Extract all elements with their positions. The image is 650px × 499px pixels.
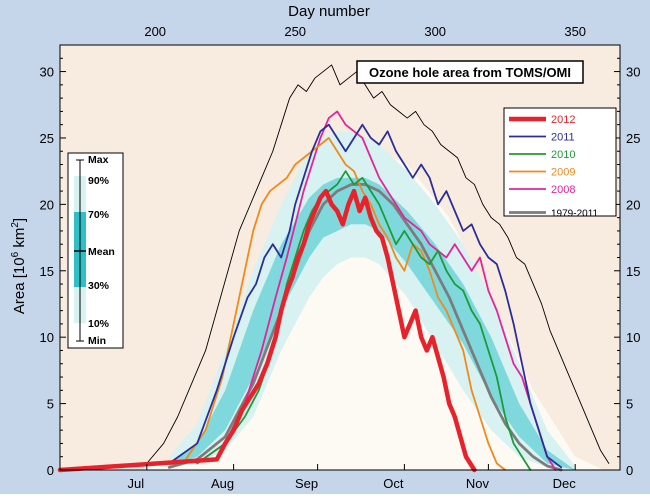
month-tick-label: Dec	[553, 476, 577, 491]
series-line-2012	[57, 188, 477, 473]
y-tick-label-left: 25	[40, 131, 54, 146]
month-tick-label: Sep	[295, 476, 318, 491]
y-tick-label-left: 15	[40, 264, 54, 279]
y-tick-label-left: 0	[47, 463, 54, 478]
y-tick-label-left: 30	[40, 65, 54, 80]
series-line-2008	[196, 110, 557, 471]
y-axis-right-ticks: 0 5 10 15 20 25 30	[614, 57, 640, 478]
y-axis-left-ticks: 0 5 10 15 20 25 30	[40, 57, 66, 478]
chart-title: Ozone hole area from TOMS/OMI	[369, 65, 571, 80]
top-axis-label: Day number	[288, 3, 370, 20]
pct-legend-label: Max	[88, 154, 109, 166]
pct-legend-label: 30%	[88, 280, 110, 292]
top-tick-label: 300	[424, 24, 446, 39]
y-tick-label-right: 30	[626, 65, 640, 80]
top-tick-label: 200	[144, 24, 166, 39]
pct-legend-label: Mean	[88, 246, 115, 258]
legend-label-2011: 2011	[551, 132, 575, 144]
pct-legend-label: 10%	[88, 318, 110, 330]
month-tick-label: Nov	[466, 476, 490, 491]
y-tick-label-right: 15	[626, 264, 640, 279]
series-line-max	[146, 64, 610, 464]
band-10-90-percentile	[169, 131, 576, 470]
month-axis-ticks: Jul Aug Sep Oct Nov Dec	[127, 464, 576, 491]
y-tick-label-left: 10	[40, 330, 54, 345]
y-tick-label-right: 5	[626, 397, 633, 412]
series-line-2011	[168, 123, 563, 469]
legend-label-1979-2011: 1979-2011	[551, 209, 599, 220]
month-tick-label: Oct	[383, 476, 404, 491]
legend-label-2012: 2012	[551, 114, 575, 126]
y-tick-label-right: 25	[626, 131, 640, 146]
pct-legend-label: 70%	[88, 209, 110, 221]
y-tick-label-right: 0	[626, 463, 633, 478]
y-axis-label: Area [106 km2]	[10, 218, 28, 314]
y-tick-label-left: 5	[47, 397, 54, 412]
y-tick-label-right: 10	[626, 330, 640, 345]
series-lines	[57, 64, 610, 473]
band-30-70-percentile	[169, 177, 576, 470]
plot-area	[57, 44, 621, 473]
month-tick-label: Jul	[127, 476, 144, 491]
legend-label-2010: 2010	[551, 149, 575, 161]
top-tick-label: 350	[564, 24, 586, 39]
pct-legend-label: Min	[88, 335, 106, 347]
percentile-legend: Max 90% 70% Mean 30% 10% Min	[67, 152, 124, 349]
month-tick-label: Aug	[211, 476, 234, 491]
series-legend: 2012 2011 2010 2009 2008 1979-2011	[503, 107, 617, 220]
y-tick-label-left: 20	[40, 197, 54, 212]
pct-legend-label: 90%	[88, 175, 110, 187]
legend-label-2009: 2009	[551, 167, 575, 179]
legend-label-2008: 2008	[551, 184, 575, 196]
y-tick-label-right: 20	[626, 197, 640, 212]
chart-title-box: Ozone hole area from TOMS/OMI	[356, 60, 584, 84]
top-tick-label: 250	[284, 24, 306, 39]
